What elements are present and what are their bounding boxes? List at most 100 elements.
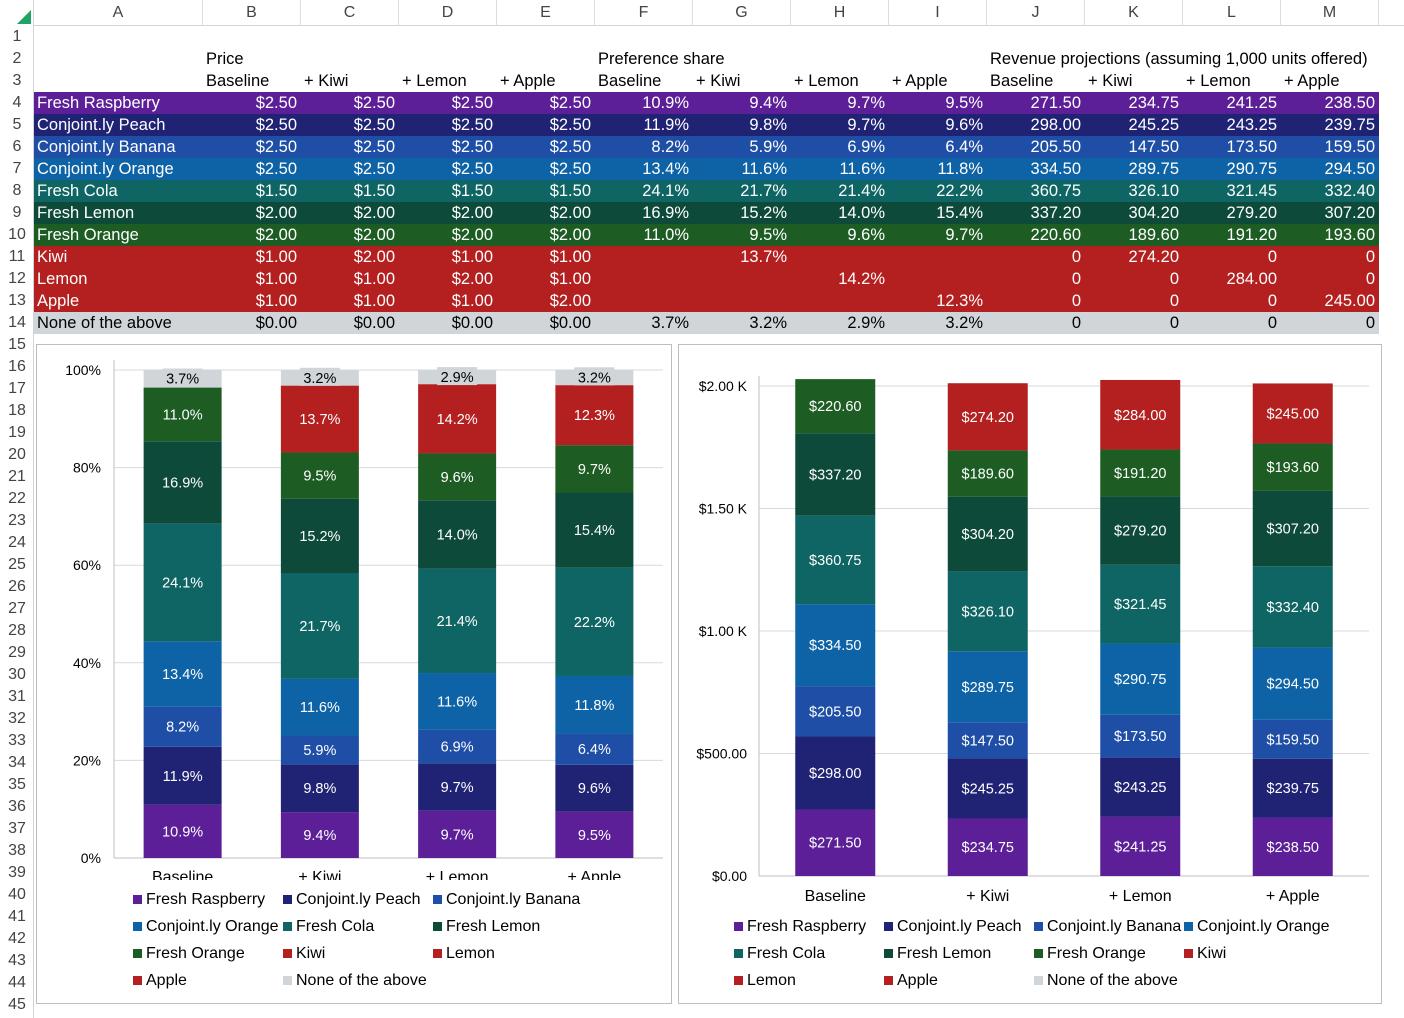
legend-item[interactable]: Lemon [433,943,495,965]
value-cell[interactable]: 334.50 [1030,160,1081,178]
row-header[interactable]: 18 [8,402,26,419]
bar-segment[interactable] [280,764,359,813]
value-cell[interactable]: 6.4% [945,138,983,156]
bar-segment[interactable] [1100,643,1181,715]
value-cell[interactable]: 284.00 [1226,270,1277,288]
value-cell[interactable] [595,268,693,290]
legend-item[interactable]: Fresh Raspberry [133,889,265,911]
row-header[interactable]: 9 [12,204,22,221]
row-header[interactable]: 29 [8,644,26,661]
value-cell[interactable]: 337.20 [1030,204,1081,222]
select-all-corner[interactable] [0,0,34,26]
value-cell[interactable]: $2.50 [549,138,591,156]
value-cell[interactable]: 9.6% [945,116,983,134]
value-cell[interactable]: $2.50 [353,160,395,178]
bar-segment[interactable] [280,678,359,736]
value-cell[interactable]: $2.50 [451,160,493,178]
row-header[interactable]: 44 [8,974,26,991]
value-cell[interactable] [595,246,693,268]
value-cell[interactable]: $2.50 [549,116,591,134]
value-cell[interactable]: 24.1% [642,182,689,200]
legend-item[interactable]: Conjoint.ly Banana [1034,916,1181,938]
value-cell[interactable]: 9.6% [847,226,885,244]
subheader-cell[interactable]: + Apple [892,72,948,90]
value-cell[interactable]: 220.60 [1030,226,1081,244]
row-header[interactable]: 38 [8,842,26,859]
bar-segment[interactable] [1252,566,1333,648]
bar-segment[interactable] [1252,817,1333,876]
product-name-cell[interactable]: Fresh Cola [37,182,118,200]
column-header[interactable]: M [1281,0,1379,26]
bar-segment[interactable] [795,433,876,516]
legend-item[interactable]: Kiwi [1184,943,1226,965]
value-cell[interactable]: $2.50 [353,138,395,156]
value-cell[interactable]: 0 [1169,314,1179,332]
value-cell[interactable]: $2.00 [549,204,591,222]
value-cell[interactable]: $1.00 [353,292,395,310]
value-cell[interactable]: 245.00 [1324,292,1375,310]
product-name-cell[interactable]: Fresh Raspberry [37,94,160,112]
value-cell[interactable]: $2.50 [353,94,395,112]
value-cell[interactable]: 234.75 [1128,94,1179,112]
value-cell[interactable]: 294.50 [1324,160,1375,178]
legend-item[interactable]: None of the above [1034,970,1178,992]
value-cell[interactable]: $1.00 [549,270,591,288]
bar-segment[interactable] [1252,443,1333,491]
row-header[interactable]: 20 [8,446,26,463]
value-cell[interactable]: 11.8% [937,160,983,178]
value-cell[interactable]: $2.50 [549,160,591,178]
row-header[interactable]: 3 [12,72,22,89]
row-header[interactable]: 6 [12,138,22,155]
value-cell[interactable]: $2.50 [255,116,297,134]
value-cell[interactable]: 15.4% [936,204,983,222]
bar-segment[interactable] [418,763,497,811]
column-header[interactable]: C [301,0,399,26]
bar-segment[interactable] [795,379,876,434]
value-cell[interactable]: 9.5% [749,226,787,244]
value-cell[interactable]: 243.25 [1226,116,1277,134]
value-cell[interactable]: 191.20 [1226,226,1277,244]
legend-item[interactable]: Conjoint.ly Banana [433,889,580,911]
value-cell[interactable]: $0.00 [255,314,297,332]
bar-segment[interactable] [947,758,1028,819]
row-header[interactable]: 4 [12,94,22,111]
value-cell[interactable]: $1.00 [451,248,493,266]
value-cell[interactable]: 0 [1071,314,1081,332]
row-header[interactable]: 37 [8,820,26,837]
bar-segment[interactable] [143,387,222,442]
bar-segment[interactable] [418,729,497,764]
value-cell[interactable]: 8.2% [651,138,689,156]
price-header[interactable]: Price [206,50,244,68]
subheader-cell[interactable]: + Kiwi [696,72,741,90]
value-cell[interactable]: 21.4% [838,182,885,200]
value-cell[interactable]: 11.9% [643,116,689,134]
preference-share-header[interactable]: Preference share [598,50,725,68]
product-name-cell[interactable]: Lemon [37,270,88,288]
value-cell[interactable]: $1.50 [255,182,297,200]
value-cell[interactable]: $2.00 [451,204,493,222]
row-header[interactable]: 32 [8,710,26,727]
bar-segment[interactable] [280,452,359,499]
bar-segment[interactable] [555,567,634,676]
value-cell[interactable]: $2.50 [353,116,395,134]
value-cell[interactable]: $1.50 [353,182,395,200]
legend-item[interactable]: Fresh Lemon [433,916,540,938]
legend-item[interactable]: Fresh Lemon [884,943,991,965]
row-header[interactable]: 19 [8,424,26,441]
row-header[interactable]: 10 [8,226,26,243]
value-cell[interactable] [889,246,987,268]
value-cell[interactable]: 279.20 [1226,204,1277,222]
bar-segment[interactable] [1100,379,1181,450]
row-header[interactable]: 11 [8,248,26,265]
value-cell[interactable]: 239.75 [1324,116,1375,134]
bar-segment[interactable] [1100,449,1181,497]
value-cell[interactable] [889,268,987,290]
value-cell[interactable]: 21.7% [740,182,787,200]
subheader-cell[interactable]: + Kiwi [1088,72,1133,90]
bar-segment[interactable] [947,818,1028,876]
value-cell[interactable]: $2.50 [451,94,493,112]
row-header[interactable]: 30 [8,666,26,683]
column-header[interactable]: A [34,0,203,26]
value-cell[interactable]: 9.4% [749,94,787,112]
value-cell[interactable]: 173.50 [1226,138,1277,156]
